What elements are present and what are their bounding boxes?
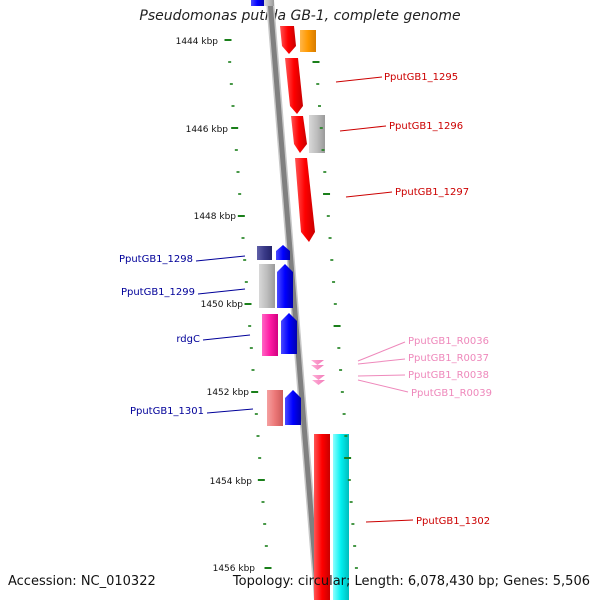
rna-chevron-2	[311, 365, 324, 370]
gene-label: PputGB1_1299	[121, 287, 195, 298]
gene-box-cyan	[333, 434, 349, 600]
gene-label: PputGB1_1295	[384, 72, 458, 83]
gene-box-1299	[259, 264, 275, 308]
gene-label: PputGB1_1297	[395, 187, 469, 198]
scale-label: 1450 kbp	[201, 300, 244, 310]
rna-features	[311, 360, 325, 385]
gene-label: PputGB1_1301	[130, 406, 204, 417]
gene-label: rdgC	[176, 334, 200, 345]
gene-label: PputGB1_R0037	[408, 353, 489, 364]
gene-label: PputGB1_R0038	[408, 370, 489, 381]
forward-genes	[280, 26, 349, 600]
scale-label: 1446 kbp	[186, 125, 229, 135]
gene-arrow-1296	[291, 116, 307, 153]
gene-label: PputGB1_1298	[119, 254, 193, 265]
genome-summary-text: Topology: circular; Length: 6,078,430 bp…	[232, 574, 590, 589]
scale-label: 1444 kbp	[176, 37, 219, 47]
gene-box-1301	[267, 390, 283, 426]
gene-label: PputGB1_R0039	[411, 388, 492, 399]
gene-label: PputGB1_1302	[416, 516, 490, 527]
scale-label: 1456 kbp	[213, 564, 256, 574]
rna-chevron-4	[312, 380, 325, 385]
gene-arrow-rdgC	[281, 313, 297, 354]
gene-label: PputGB1_1296	[389, 121, 463, 132]
gene-arrow-1299	[277, 264, 293, 308]
gene-arrow-1298	[276, 245, 290, 260]
gene-box-1298	[257, 246, 272, 260]
backbone	[266, 0, 322, 600]
top-partial-features	[251, 0, 274, 6]
gene-label: PputGB1_R0036	[408, 336, 489, 347]
gene-box-orange	[300, 30, 316, 52]
rna-chevron-1	[311, 360, 324, 365]
gene-box-1302	[314, 434, 330, 600]
gene-arrow-1295	[285, 58, 303, 114]
label-leaders	[195, 76, 414, 523]
gene-arrow-1294	[280, 26, 296, 54]
gene-label-group: PputGB1_1295 PputGB1_1296 PputGB1_1297 P…	[119, 72, 492, 527]
gene-box-rdgC	[262, 314, 278, 356]
scale-label: 1454 kbp	[210, 477, 253, 487]
reverse-genes	[257, 245, 301, 426]
rna-chevron-3	[312, 375, 325, 380]
scale-label: 1448 kbp	[194, 212, 237, 222]
scale-labels: 1444 kbp 1446 kbp 1448 kbp 1450 kbp 1452…	[176, 37, 256, 574]
accession-text: Accession: NC_010322	[8, 574, 156, 589]
scale-ticks	[224, 39, 358, 569]
map-title: Pseudomonas putida GB-1, complete genome	[139, 8, 461, 24]
gene-arrow-1297	[295, 158, 315, 242]
scale-label: 1452 kbp	[207, 388, 250, 398]
gene-arrow-1301	[285, 390, 301, 425]
gene-box-grey-1296	[309, 115, 325, 153]
